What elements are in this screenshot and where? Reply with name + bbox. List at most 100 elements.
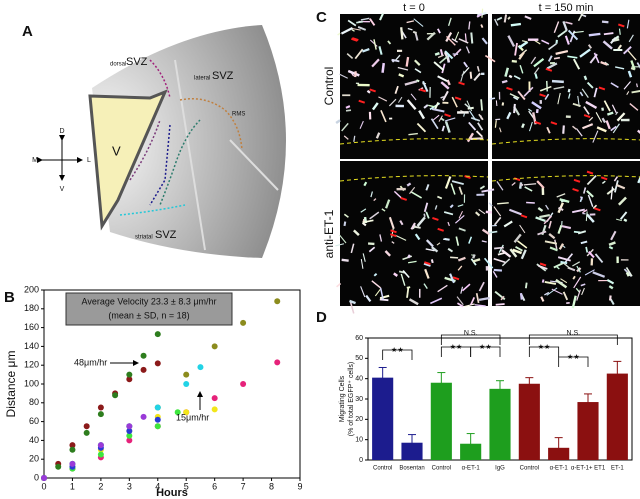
arrow	[594, 207, 601, 212]
cell	[537, 206, 544, 212]
cell	[406, 286, 411, 289]
cell	[347, 19, 357, 27]
x-tick-label: 4	[155, 481, 160, 491]
label: M	[32, 157, 38, 164]
cell	[519, 183, 524, 187]
cell	[418, 109, 426, 120]
point	[240, 381, 247, 387]
cell	[360, 286, 366, 298]
arrow	[598, 86, 606, 91]
cell	[547, 55, 553, 62]
cell	[444, 176, 452, 189]
x-tick-label: Bosentan	[399, 466, 424, 472]
cell	[553, 21, 560, 33]
divider	[229, 139, 279, 191]
y-tick-label: 10	[355, 437, 363, 444]
x-tick-label: α-ET-1	[550, 466, 569, 472]
cell	[402, 270, 410, 279]
ventricle	[88, 89, 168, 231]
cell	[548, 233, 556, 240]
cell	[464, 103, 472, 110]
label: striatal	[135, 235, 153, 241]
x-tick-label: 9	[297, 481, 302, 491]
cell	[391, 241, 395, 244]
point	[154, 416, 161, 423]
cell	[388, 216, 395, 230]
cell	[488, 202, 493, 207]
cell	[618, 28, 621, 35]
cell	[587, 44, 593, 49]
cell	[627, 49, 637, 61]
cell	[373, 39, 377, 50]
x-tick-label: ET-1	[611, 466, 624, 472]
cell	[393, 272, 399, 277]
cell	[384, 250, 391, 257]
cell	[414, 233, 421, 241]
cell	[379, 287, 384, 300]
cell	[575, 287, 580, 293]
y-axis-title: Migrating Cells	[339, 375, 346, 422]
boundary	[339, 175, 489, 182]
cell	[413, 18, 424, 27]
cell	[572, 102, 581, 107]
cell	[572, 275, 576, 280]
cell	[425, 184, 430, 191]
cell	[445, 32, 453, 42]
cell	[545, 204, 550, 210]
cell	[465, 46, 470, 54]
cell	[546, 62, 558, 70]
cell	[394, 54, 401, 62]
cell	[533, 57, 545, 68]
cell	[579, 91, 584, 97]
cell	[497, 251, 505, 256]
track	[159, 119, 201, 206]
cell	[480, 24, 484, 28]
cell	[412, 30, 418, 35]
point	[97, 411, 104, 418]
cell	[414, 59, 421, 66]
arrow	[351, 37, 358, 42]
cell	[351, 29, 355, 32]
point	[197, 364, 204, 371]
cell	[572, 261, 581, 267]
cell	[425, 248, 435, 252]
point	[97, 404, 104, 411]
cell	[601, 20, 609, 24]
cell	[533, 67, 540, 75]
cell	[551, 288, 563, 295]
arrow	[358, 99, 366, 104]
point	[112, 392, 119, 399]
cell	[360, 208, 367, 213]
cell	[456, 296, 464, 306]
cell	[557, 29, 568, 38]
cell	[495, 100, 498, 107]
arrow	[586, 170, 594, 175]
cell	[437, 54, 444, 59]
cell	[474, 304, 486, 307]
cell	[447, 17, 452, 27]
y-axis-title: Distance μm	[4, 351, 18, 418]
cell	[501, 79, 508, 84]
cell	[572, 58, 581, 70]
cell	[539, 213, 550, 219]
cell	[449, 204, 454, 209]
cell	[379, 294, 390, 300]
significance: ★★	[391, 346, 404, 354]
cell	[423, 262, 431, 267]
cell	[460, 70, 465, 82]
cell	[626, 19, 630, 29]
panel-label: C	[316, 9, 327, 26]
cell	[466, 100, 473, 112]
cell	[557, 224, 563, 234]
cell	[610, 82, 619, 89]
cell	[615, 111, 619, 116]
cell	[414, 68, 422, 74]
cell	[608, 295, 612, 301]
cell	[373, 198, 377, 202]
arrow	[424, 261, 431, 266]
cell	[438, 115, 443, 122]
arrow	[389, 233, 397, 238]
micrograph	[340, 161, 488, 306]
cell	[588, 32, 601, 37]
cell	[412, 225, 421, 229]
